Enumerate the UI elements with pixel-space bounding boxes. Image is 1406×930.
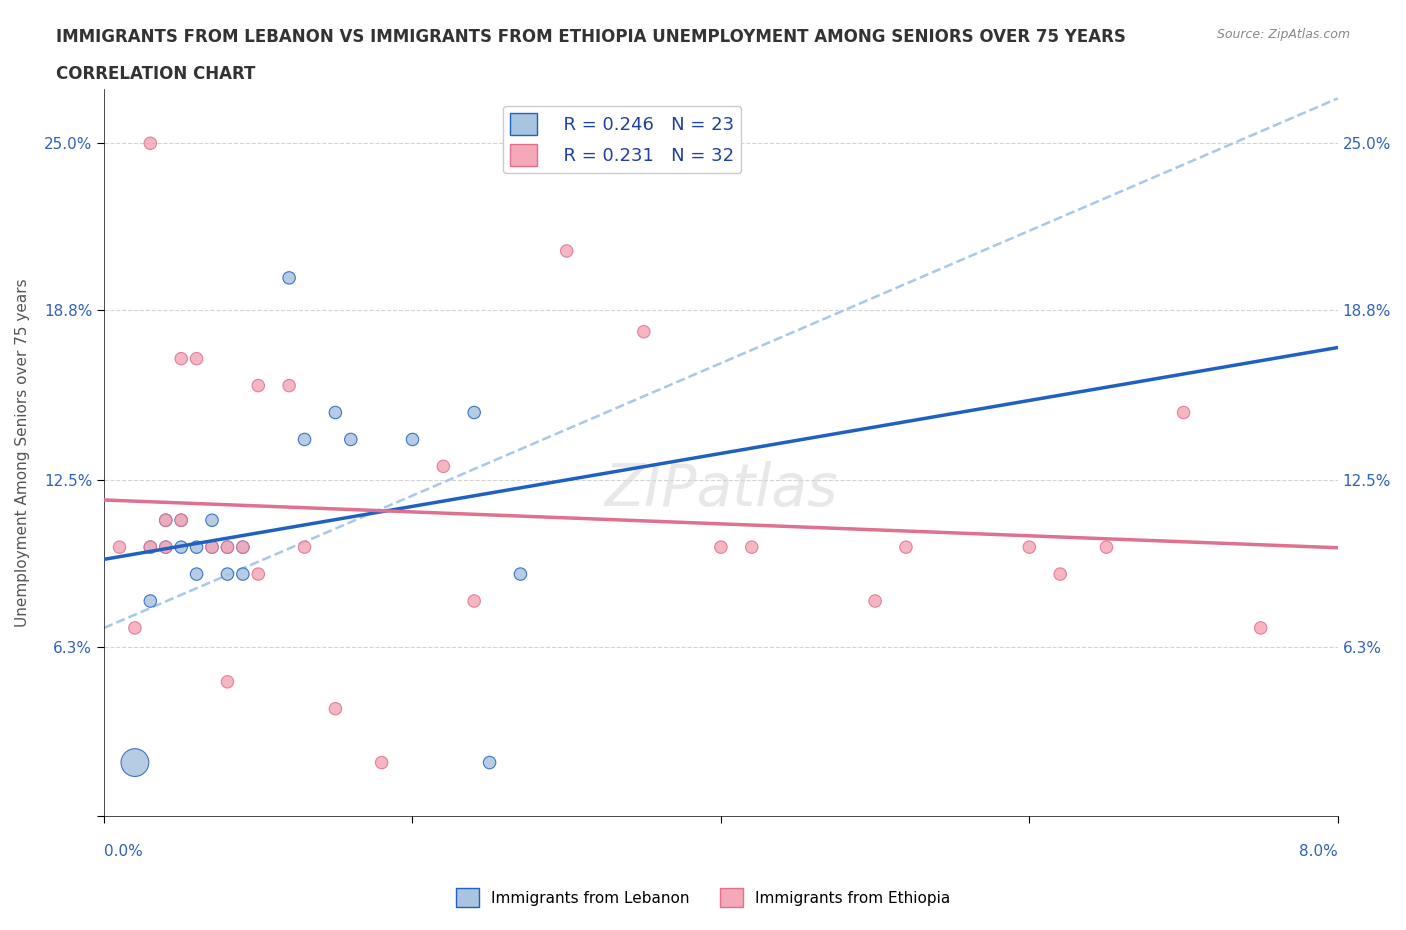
Point xyxy=(186,539,208,554)
Point xyxy=(139,539,162,554)
Text: CORRELATION CHART: CORRELATION CHART xyxy=(56,65,256,83)
Point xyxy=(509,566,531,581)
Point xyxy=(863,593,886,608)
Point xyxy=(170,512,193,527)
Text: ZIPatlas: ZIPatlas xyxy=(605,460,838,518)
Point xyxy=(155,512,177,527)
Point xyxy=(432,458,454,473)
Point xyxy=(155,539,177,554)
Point xyxy=(232,539,254,554)
Point xyxy=(170,539,193,554)
Point xyxy=(217,539,239,554)
Text: Source: ZipAtlas.com: Source: ZipAtlas.com xyxy=(1216,28,1350,41)
Point xyxy=(555,244,578,259)
Text: 0.0%: 0.0% xyxy=(104,844,143,859)
Point xyxy=(294,432,316,447)
Point xyxy=(478,755,501,770)
Point xyxy=(1095,539,1118,554)
Point xyxy=(1250,620,1272,635)
Point xyxy=(710,539,733,554)
Point xyxy=(170,512,193,527)
Point xyxy=(201,539,224,554)
Point xyxy=(217,674,239,689)
Point xyxy=(294,539,316,554)
Point xyxy=(186,352,208,366)
Point xyxy=(139,539,162,554)
Text: IMMIGRANTS FROM LEBANON VS IMMIGRANTS FROM ETHIOPIA UNEMPLOYMENT AMONG SENIORS O: IMMIGRANTS FROM LEBANON VS IMMIGRANTS FR… xyxy=(56,28,1126,46)
Point xyxy=(247,379,270,393)
Point xyxy=(139,593,162,608)
Point xyxy=(633,325,655,339)
Point xyxy=(1173,405,1195,420)
Point xyxy=(741,539,763,554)
Point xyxy=(108,539,131,554)
Text: 8.0%: 8.0% xyxy=(1299,844,1337,859)
Point xyxy=(217,566,239,581)
Point xyxy=(247,566,270,581)
Point xyxy=(124,620,146,635)
Point xyxy=(201,539,224,554)
Legend: Immigrants from Lebanon, Immigrants from Ethiopia: Immigrants from Lebanon, Immigrants from… xyxy=(450,883,956,913)
Point xyxy=(463,405,485,420)
Point xyxy=(1049,566,1071,581)
Point xyxy=(186,566,208,581)
Point xyxy=(170,352,193,366)
Point xyxy=(201,512,224,527)
Point xyxy=(340,432,363,447)
Point xyxy=(325,405,347,420)
Point xyxy=(463,593,485,608)
Point xyxy=(124,755,146,770)
Point xyxy=(894,539,917,554)
Point xyxy=(325,701,347,716)
Point xyxy=(278,379,301,393)
Legend:   R = 0.246   N = 23,   R = 0.231   N = 32: R = 0.246 N = 23, R = 0.231 N = 32 xyxy=(503,106,741,173)
Point xyxy=(1018,539,1040,554)
Point xyxy=(278,271,301,286)
Point xyxy=(155,539,177,554)
Point xyxy=(370,755,392,770)
Point xyxy=(155,512,177,527)
Point xyxy=(232,539,254,554)
Point xyxy=(217,539,239,554)
Point xyxy=(139,136,162,151)
Y-axis label: Unemployment Among Seniors over 75 years: Unemployment Among Seniors over 75 years xyxy=(15,279,30,627)
Point xyxy=(232,566,254,581)
Point xyxy=(401,432,423,447)
